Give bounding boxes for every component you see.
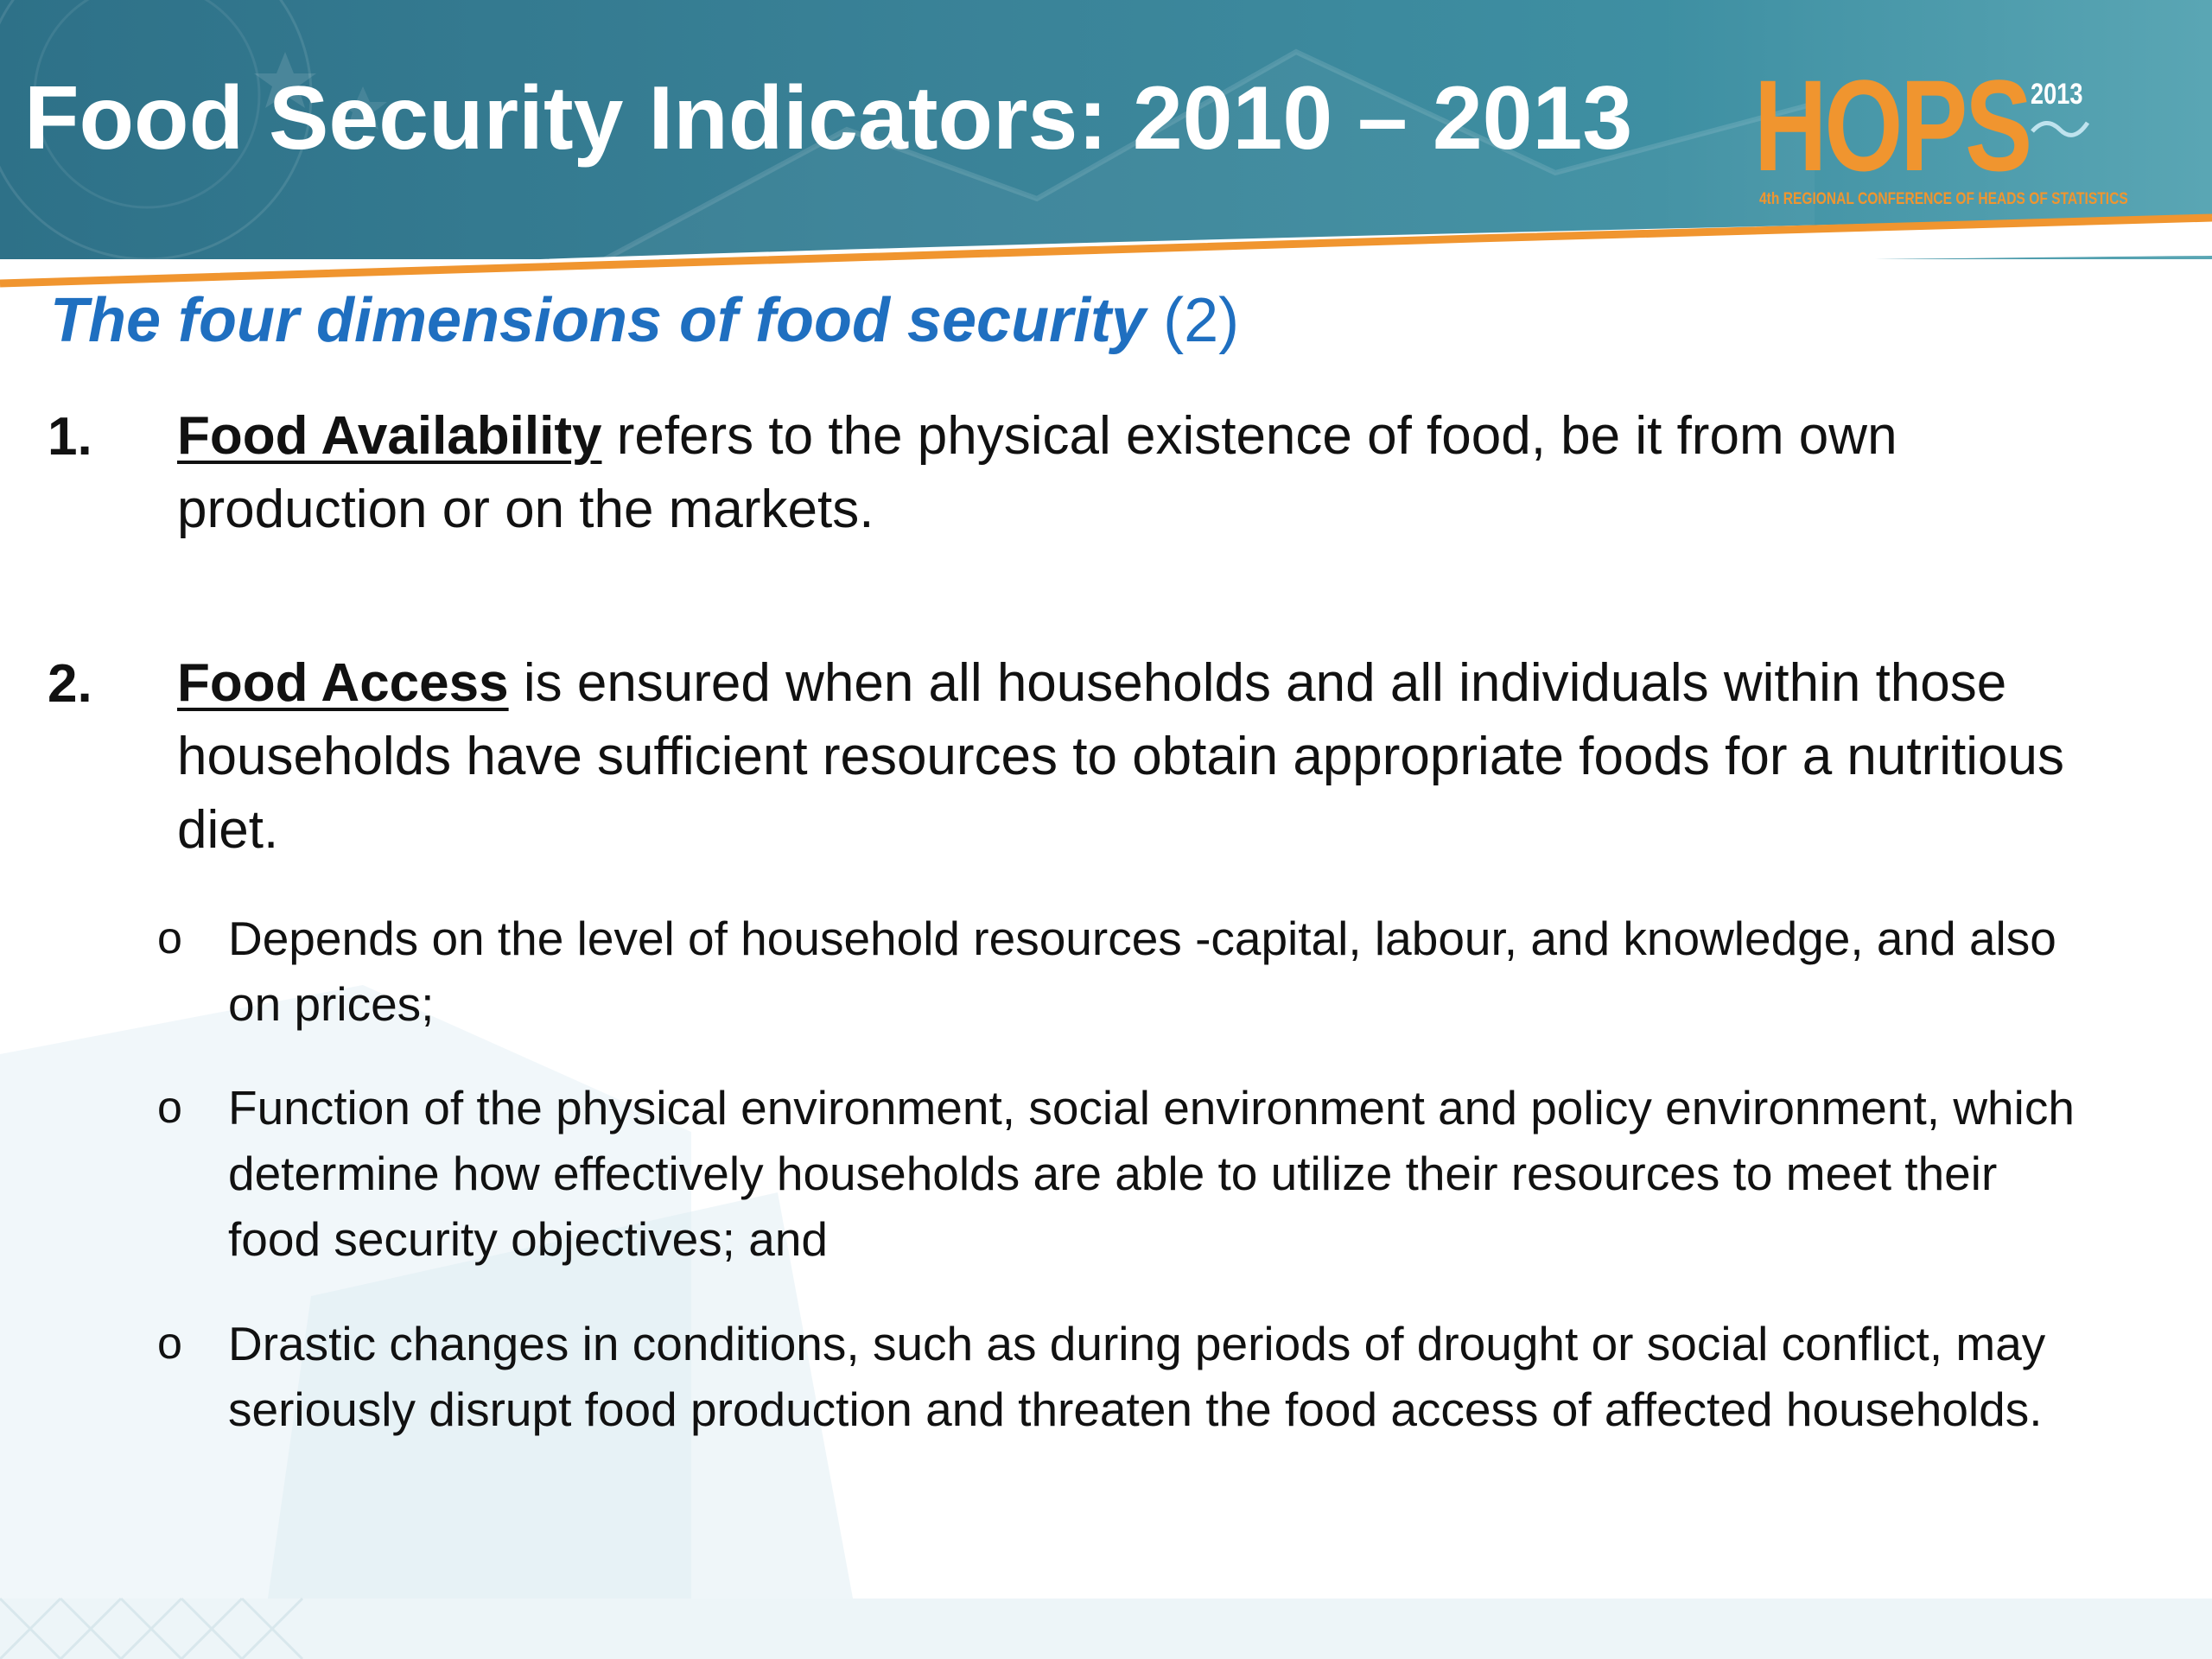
logo-year: 2013 [2031,78,2083,111]
item-description: refers to the physical existence of food… [177,406,1897,539]
item-term: Food Availability [177,406,602,466]
bullet-household-resources: Depends on the level of household resour… [228,912,2056,1031]
item-food-availability: Food Availability refers to the physical… [177,399,2130,546]
header-band: Food Security Indicators: 2010 – 2013 HO… [0,0,2212,259]
bullet-drastic-changes: Drastic changes in conditions, such as d… [228,1317,2046,1436]
bullet-marker: o [157,1083,182,1133]
logo-wave-icon [2031,121,2090,137]
item-number: 2. [48,654,92,714]
logo-letters: HOPS [1754,53,2032,198]
item-number: 1. [48,407,92,467]
subtitle-main: The four dimensions of food security [50,286,1147,355]
item-food-access: Food Access is ensured when all househol… [177,646,2130,867]
bullet-marker: o [157,913,182,963]
bullet-environment: Function of the physical environment, so… [228,1081,2075,1266]
slide-subtitle: The four dimensions of food security (2) [50,285,1239,356]
orange-swoosh-divider [0,213,2212,292]
bullet-marker: o [157,1319,182,1369]
logo-tagline: 4th REGIONAL CONFERENCE OF HEADS OF STAT… [1759,190,2128,208]
hops-logo: HOPS 2013 4th REGIONAL CONFERENCE OF HEA… [1754,53,2128,225]
slide-title: Food Security Indicators: 2010 – 2013 [24,68,1633,168]
item-term: Food Access [177,653,509,713]
item-description: is ensured when all households and all i… [177,653,2064,860]
header-decoration [0,0,1815,259]
background-decoration [0,985,2212,1659]
subtitle-suffix: (2) [1163,286,1240,355]
